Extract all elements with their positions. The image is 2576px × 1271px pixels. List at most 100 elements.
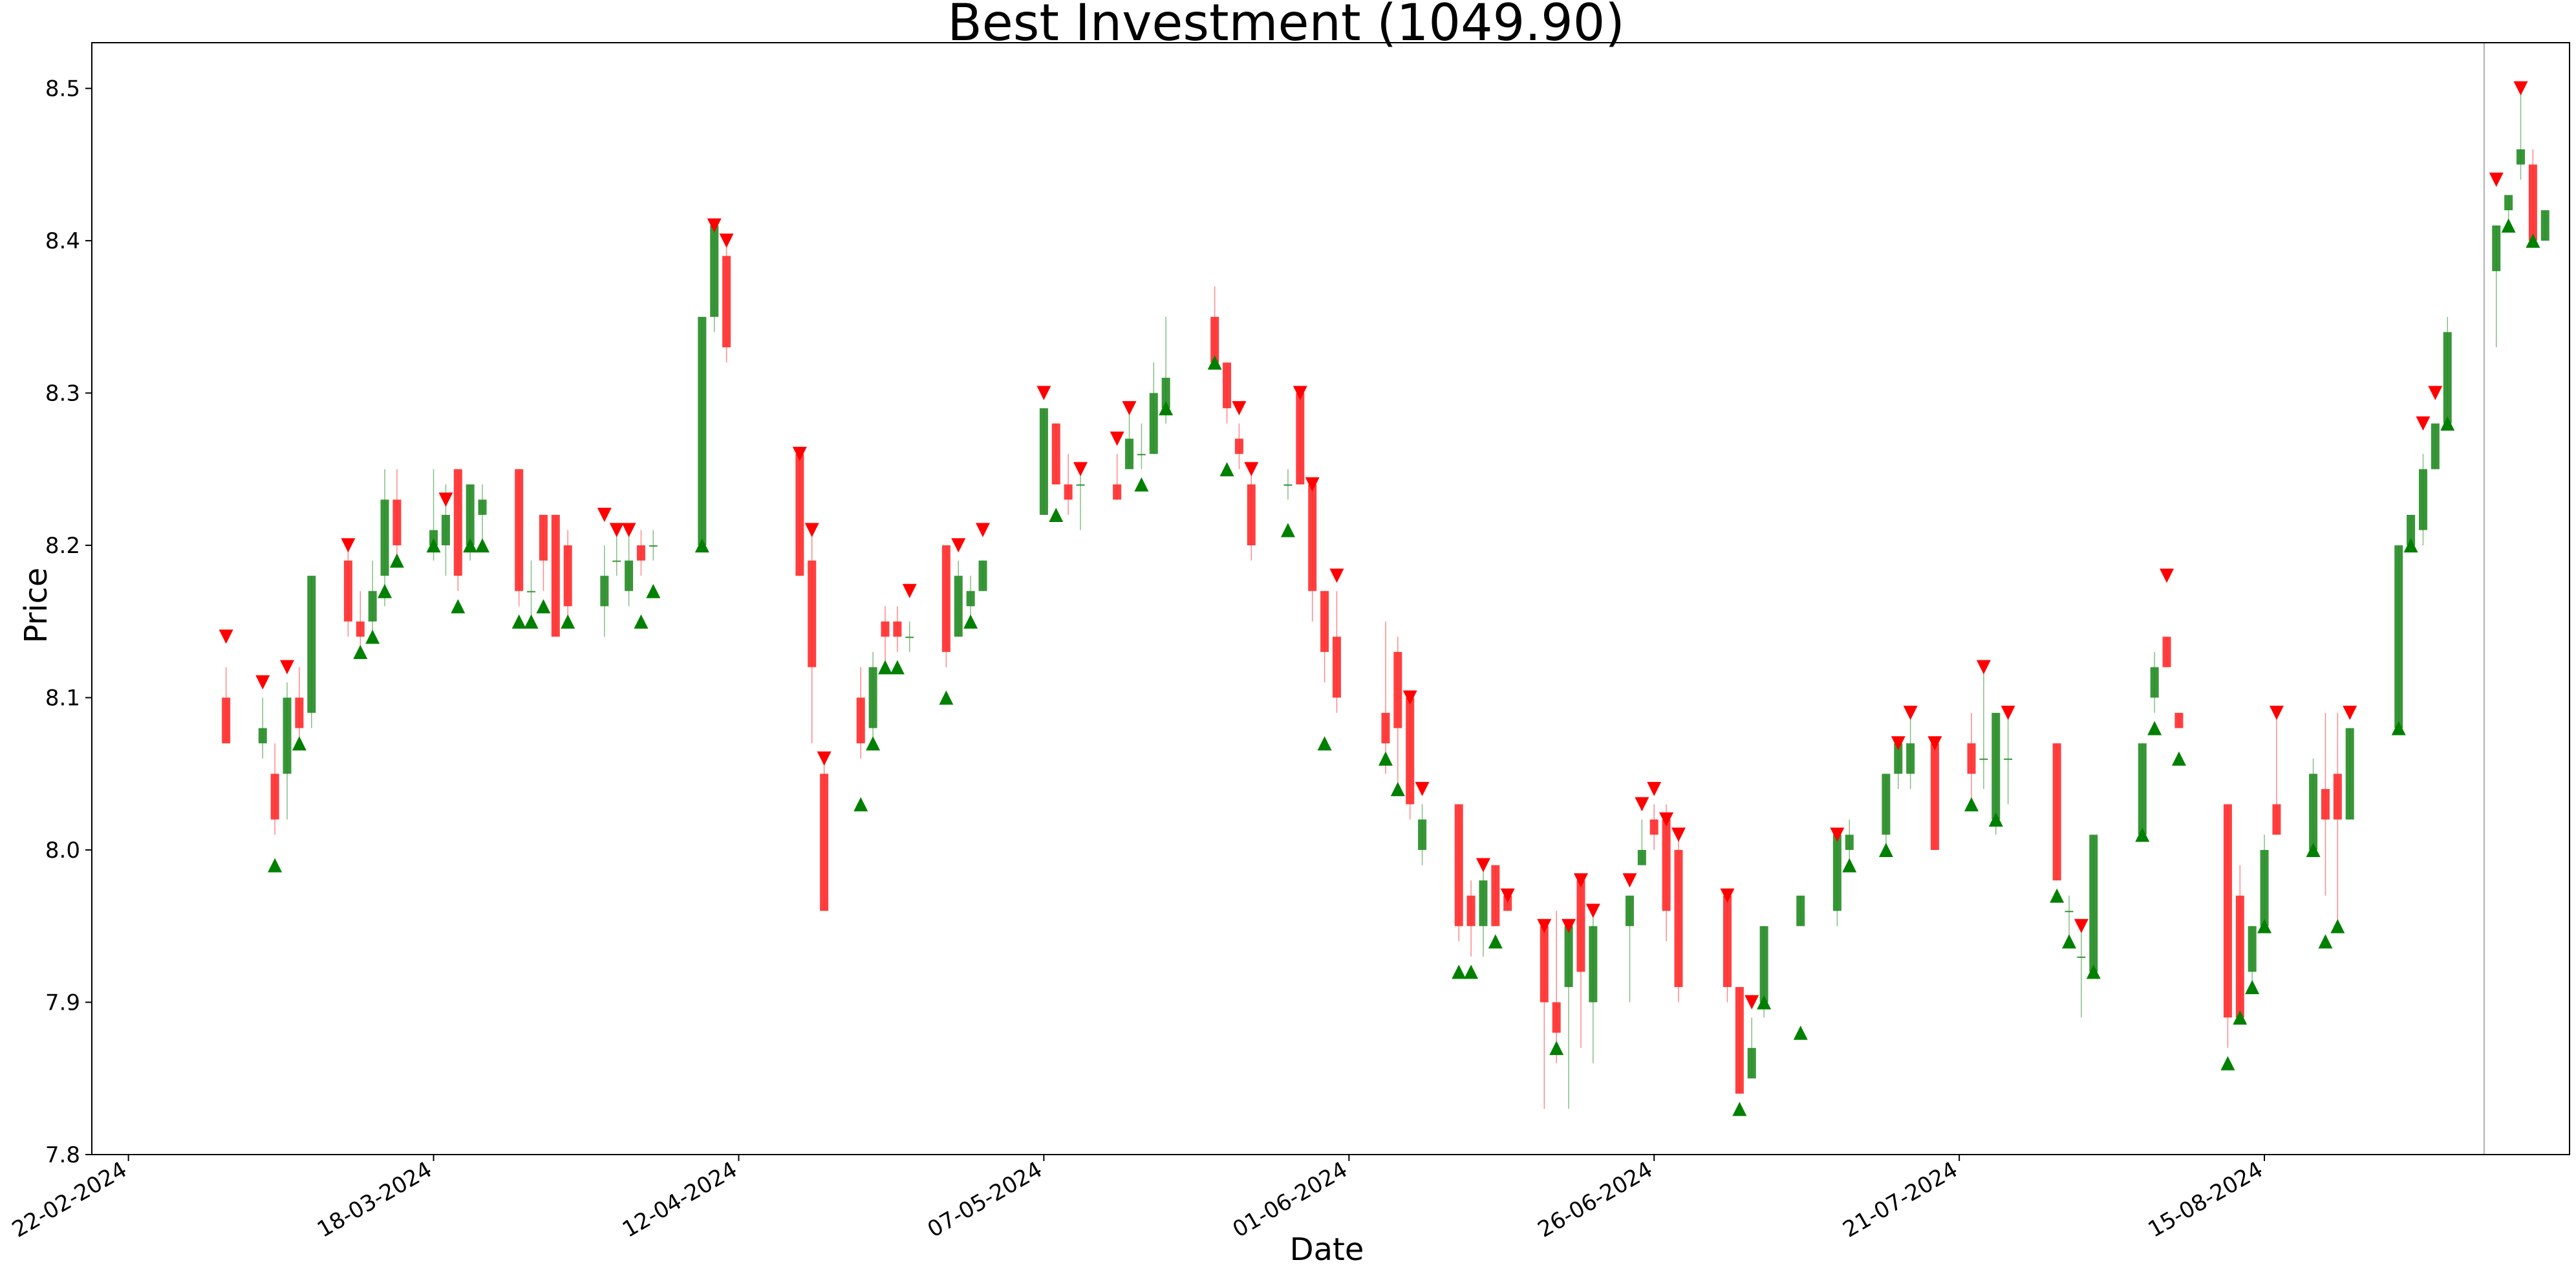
candle (963, 576, 978, 629)
candle (939, 545, 954, 705)
buy-marker (694, 538, 709, 553)
sell-marker (817, 751, 832, 766)
candle-body (2492, 225, 2501, 272)
candle (2245, 926, 2260, 994)
buy-marker (853, 797, 868, 812)
candle (1830, 827, 1845, 926)
candle (1317, 591, 1332, 751)
candle (511, 469, 526, 629)
candle-body (2443, 332, 2452, 424)
candle-body (1796, 895, 1805, 926)
buy-marker (1878, 843, 1893, 858)
buy-marker (378, 583, 392, 598)
sell-marker (1036, 386, 1051, 400)
sell-marker (1927, 736, 1942, 751)
candle (902, 583, 917, 652)
candle-body (2431, 423, 2440, 470)
candle (634, 530, 649, 629)
candle (2233, 865, 2248, 1025)
candle (536, 514, 551, 614)
sell-marker (609, 523, 624, 538)
candle (2147, 651, 2162, 735)
candle-body (1076, 484, 1085, 486)
candle-body (1832, 834, 1841, 911)
sell-marker (341, 538, 356, 553)
candle (1927, 736, 1942, 851)
candle-body (2223, 804, 2232, 1018)
candle (378, 469, 392, 607)
candle-body (2516, 149, 2525, 165)
candle (561, 530, 575, 629)
candle (1622, 873, 1637, 1003)
candle (1073, 462, 1088, 530)
candle-body (856, 697, 865, 744)
candle (2086, 834, 2101, 979)
candle-body (527, 591, 536, 592)
buy-marker (268, 858, 283, 873)
sell-marker (1976, 660, 1991, 675)
sell-marker (1329, 569, 1344, 583)
candle (1402, 690, 1417, 820)
candle-body (539, 514, 548, 561)
candle (1036, 386, 1051, 515)
sell-marker (2513, 81, 2528, 96)
candle-body (1113, 484, 1122, 500)
sell-marker (1293, 386, 1307, 400)
candle-body (1503, 895, 1512, 911)
buy-marker (389, 553, 404, 568)
candle (976, 523, 991, 591)
sell-marker (2160, 569, 2174, 583)
candle (1390, 636, 1405, 796)
candle-body (1564, 926, 1573, 987)
candle-body (356, 621, 365, 637)
candle (2171, 713, 2186, 766)
candle-body (1466, 895, 1476, 926)
candle (2513, 81, 2528, 180)
buy-marker (511, 614, 526, 629)
buy-marker (2171, 751, 2186, 766)
candle-body (295, 697, 304, 728)
candle-body (1454, 804, 1463, 926)
candle-body (2407, 514, 2416, 546)
candle-body (1223, 362, 1232, 409)
chart-title: Best Investment (1049.90) (947, 0, 1625, 52)
candle-body (2394, 545, 2403, 728)
y-tick-label: 8.5 (45, 76, 80, 102)
candle-body (1967, 743, 1976, 774)
candle-body (1759, 926, 1768, 1003)
candle (2330, 713, 2345, 933)
sell-marker (1903, 706, 1918, 721)
candle-body (2418, 469, 2427, 530)
candle (2269, 706, 2284, 835)
candle (2501, 195, 2516, 233)
y-tick-label: 8.0 (45, 838, 80, 864)
candle (451, 469, 466, 614)
candle (1219, 362, 1234, 477)
candle (1500, 888, 1515, 911)
sell-marker (1573, 873, 1588, 888)
candle-body (1479, 880, 1488, 926)
candle (268, 743, 283, 873)
sell-marker (1110, 431, 1124, 446)
candle (1488, 865, 1503, 949)
candle (1671, 827, 1686, 1003)
candle-body (2248, 926, 2257, 972)
candle-body (2004, 758, 2013, 760)
candle-body (2162, 636, 2171, 668)
candle-body (429, 530, 438, 546)
candle (1452, 804, 1466, 979)
candle-body (466, 484, 475, 546)
candle (646, 530, 661, 598)
candle (1744, 995, 1759, 1079)
candle (2220, 804, 2235, 1070)
candle (2526, 149, 2540, 248)
candle (2416, 416, 2431, 546)
candle (463, 484, 478, 561)
candle (1842, 819, 1857, 873)
sell-marker (902, 583, 917, 598)
buy-marker (2306, 843, 2321, 858)
candle (1159, 316, 1174, 424)
buy-marker (1842, 858, 1857, 873)
